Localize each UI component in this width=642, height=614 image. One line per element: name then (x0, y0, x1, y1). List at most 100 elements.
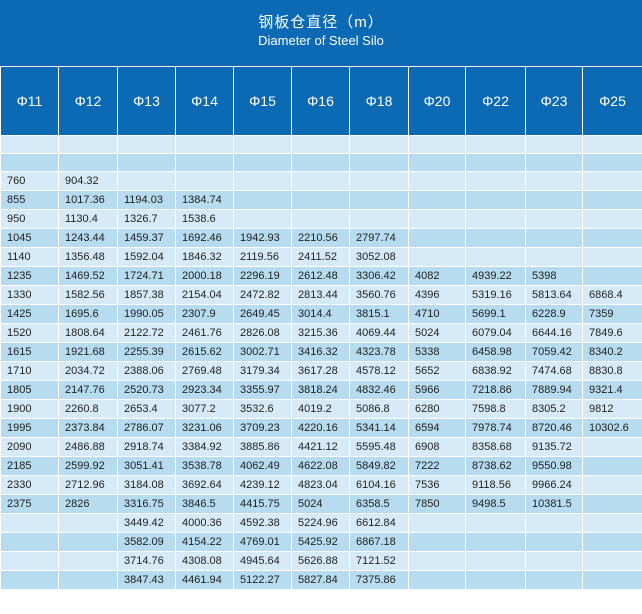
table-cell: 2330 (0, 475, 59, 495)
table-cell (291, 153, 350, 172)
table-cell: 4421.12 (291, 437, 350, 457)
table-cell (582, 171, 642, 191)
table-cell: 2388.06 (117, 361, 176, 381)
table-cell: 3215.36 (291, 323, 350, 343)
table-cell: 2461.76 (175, 323, 234, 343)
table-cell: 1130.4 (58, 209, 118, 229)
table-body: 760 904.32 855 1017.36 1194.03 1384.74 950 1130… (0, 135, 642, 590)
table-cell (465, 190, 526, 210)
table-cell: 950 (0, 209, 59, 229)
table-cell (582, 532, 642, 552)
silo-table-container: 钢板仓直径（m） Diameter of Steel Silo Φ11 Φ12 … (0, 0, 642, 590)
table-cell: 3617.28 (291, 361, 350, 381)
table-cell: 7222 (408, 456, 466, 476)
table-cell: 5425.92 (291, 532, 350, 552)
table-cell: 9135.72 (525, 437, 583, 457)
table-row: 2330 2712.96 3184.08 3692.64 4239.12 4823.04 6… (0, 475, 642, 495)
table-cell: 4239.12 (233, 475, 292, 495)
table-cell: 3077.2 (175, 399, 234, 419)
table-cell: 8830.8 (582, 361, 642, 381)
table-cell: 4154.22 (175, 532, 234, 552)
table-cell: 4308.08 (175, 551, 234, 571)
table-cell: 1900 (0, 399, 59, 419)
table-cell: 2615.62 (175, 342, 234, 362)
table-cell: 3179.34 (233, 361, 292, 381)
table-cell (465, 532, 526, 552)
table-cell: 2090 (0, 437, 59, 457)
table-row: 3449.42 4000.36 4592.38 5224.96 6612.84 (0, 513, 642, 533)
table-cell (349, 135, 409, 154)
table-row: 3582.09 4154.22 4769.01 5425.92 6867.18 (0, 532, 642, 552)
table-cell: 3846.5 (175, 494, 234, 514)
table-cell (291, 135, 350, 154)
table-cell: 2612.48 (291, 266, 350, 286)
table-cell: 1194.03 (117, 190, 176, 210)
table-cell: 2599.92 (58, 456, 118, 476)
table-cell (291, 190, 350, 210)
table-cell: 3002.71 (233, 342, 292, 362)
table-cell: 1538.6 (175, 209, 234, 229)
table-cell (582, 437, 642, 457)
table-cell: 2472.82 (233, 285, 292, 305)
table-cell: 4396 (408, 285, 466, 305)
table-cell (349, 171, 409, 191)
table-row: 1425 1695.6 1990.05 2307.9 2649.45 3014.4 3815… (0, 304, 642, 324)
table-cell (408, 228, 466, 248)
table-cell: 7598.8 (465, 399, 526, 419)
table-cell: 5652 (408, 361, 466, 381)
table-cell (582, 551, 642, 571)
table-cell: 3306.42 (349, 266, 409, 286)
table-cell: 6867.18 (349, 532, 409, 552)
table-cell (465, 228, 526, 248)
title-english: Diameter of Steel Silo (258, 33, 384, 48)
table-cell (525, 209, 583, 229)
table-cell: 3692.64 (175, 475, 234, 495)
table-cell: 4769.01 (233, 532, 292, 552)
table-row: 1330 1582.56 1857.38 2154.04 2472.82 2813.44 3… (0, 285, 642, 305)
table-cell: 1615 (0, 342, 59, 362)
table-cell: 1921.68 (58, 342, 118, 362)
table-cell: 1017.36 (58, 190, 118, 210)
table-cell (117, 171, 176, 191)
table-row: 2185 2599.92 3051.41 3538.78 4062.49 4622.08 5… (0, 456, 642, 476)
table-cell: 4622.08 (291, 456, 350, 476)
table-cell (465, 153, 526, 172)
table-cell: 5024 (291, 494, 350, 514)
table-cell: 6228.9 (525, 304, 583, 324)
table-cell: 1384.74 (175, 190, 234, 210)
table-cell: 2375 (0, 494, 59, 514)
table-cell: 3815.1 (349, 304, 409, 324)
table-cell: 1692.46 (175, 228, 234, 248)
table-cell: 3538.78 (175, 456, 234, 476)
table-cell: 3052.08 (349, 247, 409, 267)
table-cell: 4578.12 (349, 361, 409, 381)
table-cell: 1695.6 (58, 304, 118, 324)
table-cell: 6838.92 (465, 361, 526, 381)
table-cell: 1326.7 (117, 209, 176, 229)
table-cell (525, 190, 583, 210)
table-cell: 2255.39 (117, 342, 176, 362)
table-cell (58, 532, 118, 552)
column-header: Φ14 (175, 66, 234, 136)
table-cell (465, 513, 526, 533)
silo-capacity-table: Φ11 Φ12 Φ13 Φ14 Φ15 Φ16 Φ18 Φ20 Φ22 Φ23 … (0, 66, 642, 590)
table-cell: 4945.64 (233, 551, 292, 571)
table-cell (408, 153, 466, 172)
table-cell: 3014.4 (291, 304, 350, 324)
table-cell: 1045 (0, 228, 59, 248)
table-cell: 3847.43 (117, 570, 176, 590)
table-cell (117, 153, 176, 172)
table-cell: 9812 (582, 399, 642, 419)
table-row (0, 135, 642, 154)
table-cell: 1592.04 (117, 247, 176, 267)
table-cell (0, 551, 59, 571)
table-cell (582, 228, 642, 248)
table-cell: 6458.98 (465, 342, 526, 362)
table-cell (525, 247, 583, 267)
table-cell (525, 135, 583, 154)
table-cell (0, 513, 59, 533)
table-cell (58, 513, 118, 533)
table-cell: 5699.1 (465, 304, 526, 324)
table-cell: 8738.62 (465, 456, 526, 476)
table-cell: 3051.41 (117, 456, 176, 476)
